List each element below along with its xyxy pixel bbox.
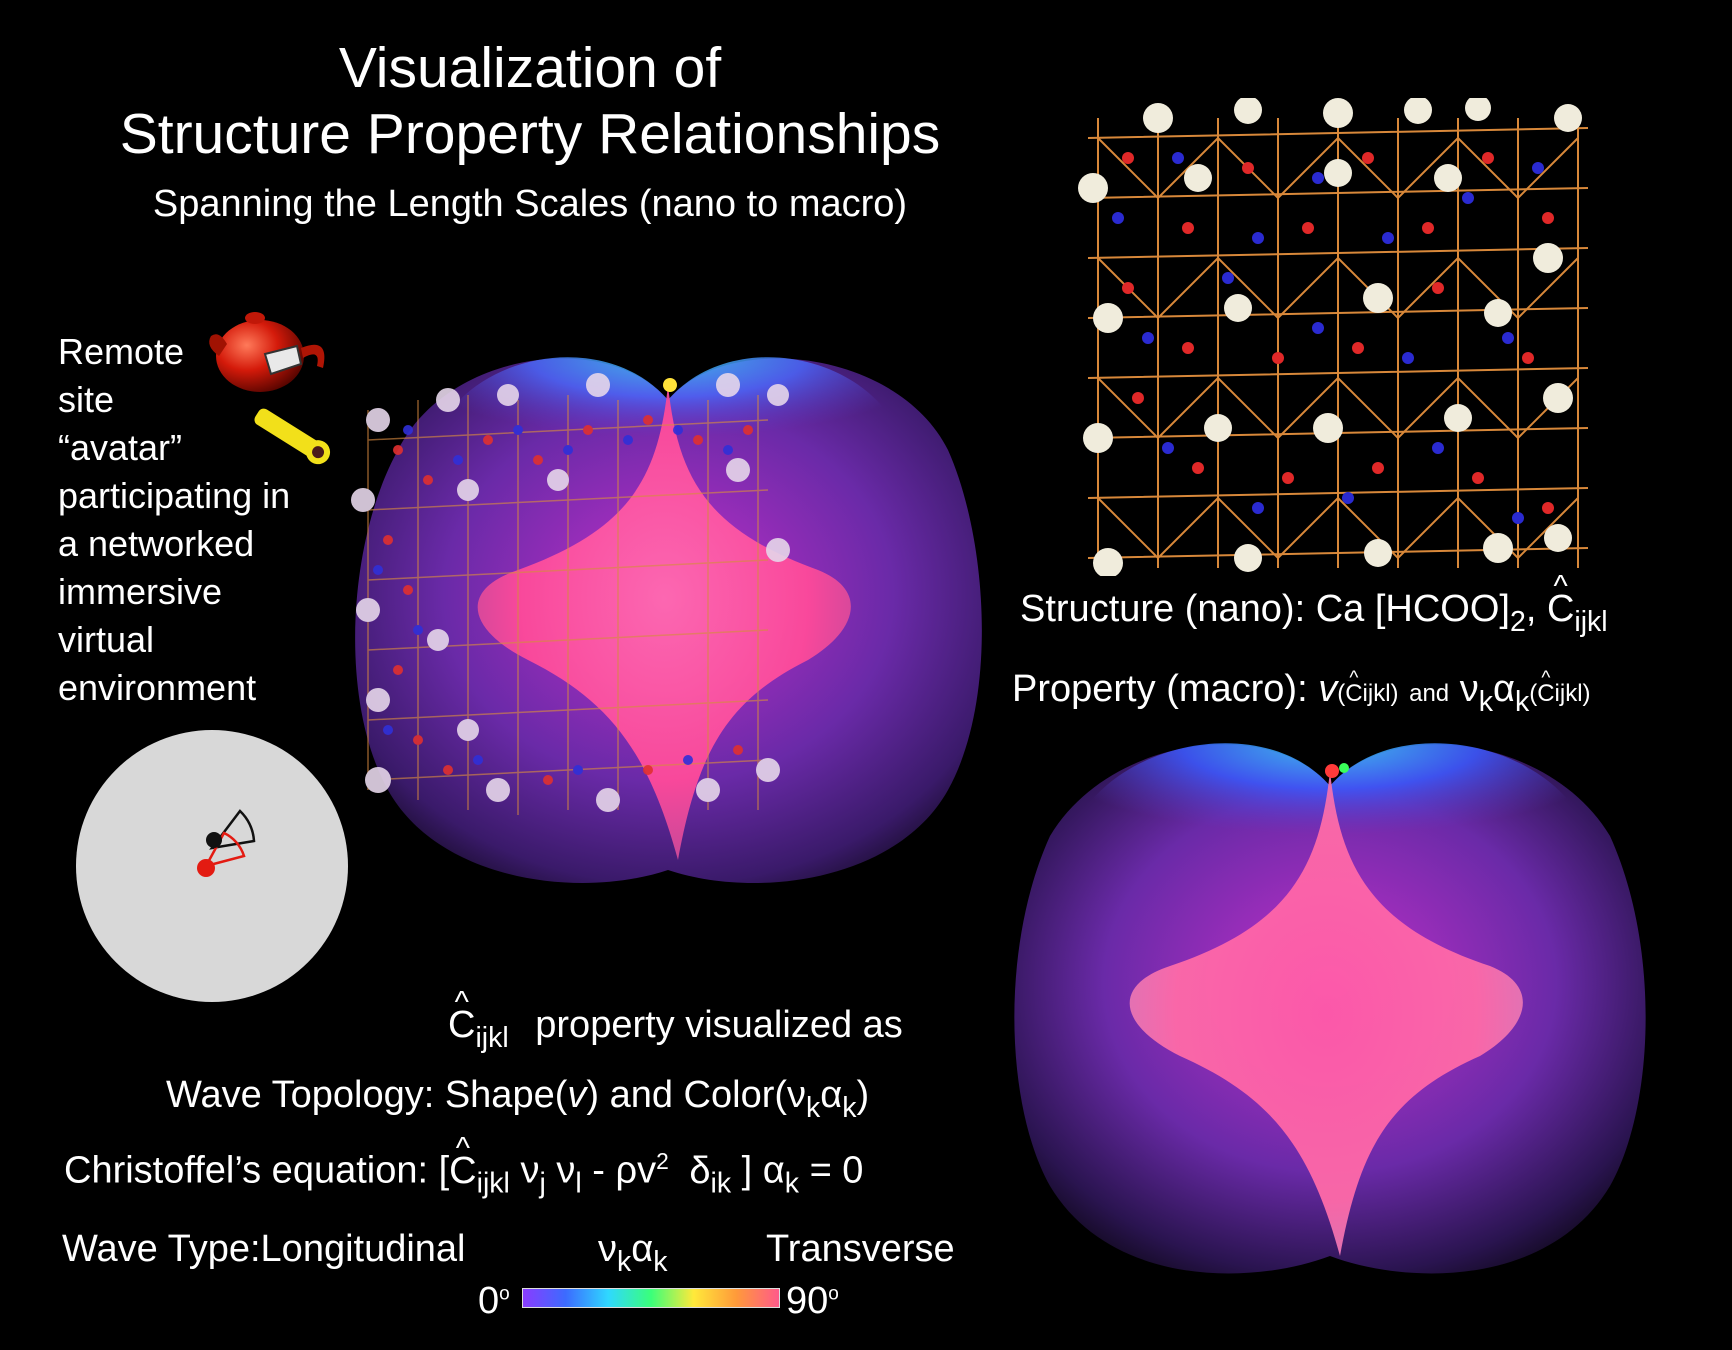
christoffel-j: j bbox=[539, 1167, 546, 1200]
visualized-caption: ^ Cijkl property visualized as bbox=[448, 987, 903, 1055]
wave-type-k2: k bbox=[653, 1245, 668, 1278]
christoffel-ik: ik bbox=[710, 1167, 732, 1200]
avatar-line: Remote bbox=[58, 331, 185, 372]
overhead-map-globe bbox=[76, 730, 348, 1002]
wave-type-colon: : bbox=[249, 1228, 261, 1270]
wave-type-nu: ν bbox=[598, 1228, 617, 1270]
christoffel-ijkl: ijkl bbox=[476, 1167, 510, 1200]
christoffel-c: C bbox=[449, 1149, 477, 1192]
teapot-avatar-icon bbox=[209, 312, 331, 465]
visualized-c: C bbox=[448, 1004, 476, 1046]
wave-topology-v: v bbox=[567, 1074, 587, 1116]
crystal-structure-image bbox=[1078, 98, 1589, 576]
crystal-lattice-overlay bbox=[351, 373, 790, 815]
property-c2: C bbox=[1537, 680, 1555, 707]
wave-type-transverse: Transverse bbox=[766, 1228, 955, 1270]
colorbar bbox=[522, 1288, 780, 1308]
property-prefix: Property bbox=[1012, 668, 1156, 710]
christoffel-minus: - bbox=[592, 1149, 605, 1192]
structure-caption: Structure (nano): Ca [HCOO]2, ^ Cijkl bbox=[1020, 571, 1608, 639]
property-scale: (macro): bbox=[1166, 668, 1308, 710]
christoffel-sq: 2 bbox=[656, 1148, 669, 1174]
christoffel-k: k bbox=[784, 1167, 799, 1200]
avatar-black-marker-icon bbox=[206, 832, 222, 848]
colorbar-max-label: 90o bbox=[786, 1280, 839, 1323]
degree-sign: o bbox=[828, 1283, 839, 1305]
avatar-line: immersive bbox=[58, 571, 223, 612]
title-line-1: Visualization of bbox=[338, 36, 722, 100]
colorbar-min-label: 0o bbox=[478, 1280, 510, 1323]
hat-icon: ^ bbox=[1553, 569, 1568, 604]
property-alpha: α bbox=[1492, 668, 1515, 710]
structure-ijkl: ijkl bbox=[1574, 605, 1608, 638]
wave-topology-nu: ν bbox=[787, 1074, 807, 1116]
structure-c: C bbox=[1546, 588, 1575, 630]
property-k2: k bbox=[1514, 685, 1530, 718]
colorbar-min: 0 bbox=[478, 1280, 500, 1322]
christoffel-label: Christoffel’s equation: bbox=[64, 1149, 429, 1192]
christoffel-delta: δ bbox=[689, 1149, 711, 1192]
visualized-text: property visualized as bbox=[535, 1004, 903, 1046]
christoffel-eq: = 0 bbox=[809, 1149, 864, 1192]
avatar-line: environment bbox=[58, 667, 257, 708]
wave-type-legend: Wave Type:Longitudinal bbox=[62, 1228, 466, 1271]
wave-type-alpha: α bbox=[631, 1228, 654, 1270]
wave-topology-label: Wave Topology: bbox=[166, 1074, 435, 1116]
property-v: v bbox=[1318, 668, 1338, 710]
degree-sign: o bbox=[499, 1283, 510, 1305]
wave-topology-alpha: α bbox=[820, 1074, 843, 1116]
christoffel-alpha: α bbox=[762, 1149, 785, 1192]
christoffel-equation: Christoffel’s equation: [^ Cijkl νj νl - … bbox=[64, 1133, 864, 1201]
avatar-description: Remote site “avatar” participating in a … bbox=[58, 328, 290, 712]
hat-icon: ^ bbox=[455, 1130, 471, 1165]
title-line-2: Structure Property Relationships bbox=[119, 102, 941, 166]
avatar-line: site bbox=[58, 379, 115, 420]
structure-sub: 2 bbox=[1509, 605, 1526, 638]
wave-type-k1: k bbox=[617, 1245, 632, 1278]
wave-type-mid: νkαk bbox=[598, 1228, 667, 1279]
wave-surface-image bbox=[1014, 743, 1646, 1274]
property-nu: ν bbox=[1459, 668, 1479, 710]
wave-topology-k2: k bbox=[842, 1091, 857, 1124]
structure-scale: (nano): Ca [HCOO] bbox=[1184, 588, 1510, 630]
structure-prefix: Structure bbox=[1020, 588, 1175, 630]
property-ijkl: ijkl bbox=[1362, 680, 1391, 707]
wave-topology-color: and Color bbox=[609, 1074, 775, 1116]
property-c: C bbox=[1345, 680, 1363, 707]
wave-surface-with-structure bbox=[351, 357, 982, 884]
christoffel-l: l bbox=[575, 1167, 582, 1200]
hat-icon: ^ bbox=[1349, 668, 1359, 690]
hat-icon: ^ bbox=[1541, 668, 1551, 690]
wave-topology-caption: Wave Topology: Shape(v) and Color(νkαk) bbox=[166, 1074, 870, 1124]
christoffel-rho-v: ρv bbox=[615, 1149, 657, 1192]
property-ijkl2: ijkl bbox=[1554, 680, 1583, 707]
visualized-ijkl: ijkl bbox=[475, 1021, 509, 1054]
subtitle: Spanning the Length Scales (nano to macr… bbox=[152, 183, 908, 225]
wave-type-longitudinal: Longitudinal bbox=[260, 1228, 466, 1270]
christoffel-nu2: ν bbox=[556, 1149, 576, 1192]
avatar-line: “avatar” bbox=[58, 427, 183, 468]
avatar-line: a networked bbox=[58, 523, 255, 564]
wave-topology-k1: k bbox=[806, 1091, 821, 1124]
christoffel-open: [ bbox=[438, 1149, 450, 1192]
property-k1: k bbox=[1478, 685, 1493, 718]
avatar-red-marker-icon bbox=[197, 859, 215, 877]
avatar-line: participating in bbox=[58, 475, 291, 516]
hat-icon: ^ bbox=[454, 985, 469, 1020]
avatar-line: virtual bbox=[58, 619, 155, 660]
property-caption: Property (macro): v(^ Cijkl) and νkαk(^ Ci… bbox=[1012, 668, 1591, 718]
christoffel-nu1: ν bbox=[520, 1149, 540, 1192]
wave-type-label: Wave Type bbox=[62, 1228, 250, 1270]
christoffel-close: ] bbox=[741, 1149, 753, 1192]
property-and: and bbox=[1409, 680, 1450, 707]
colorbar-max: 90 bbox=[786, 1280, 829, 1322]
wave-topology-shape: Shape bbox=[444, 1074, 555, 1116]
structure-comma: , bbox=[1525, 588, 1537, 630]
